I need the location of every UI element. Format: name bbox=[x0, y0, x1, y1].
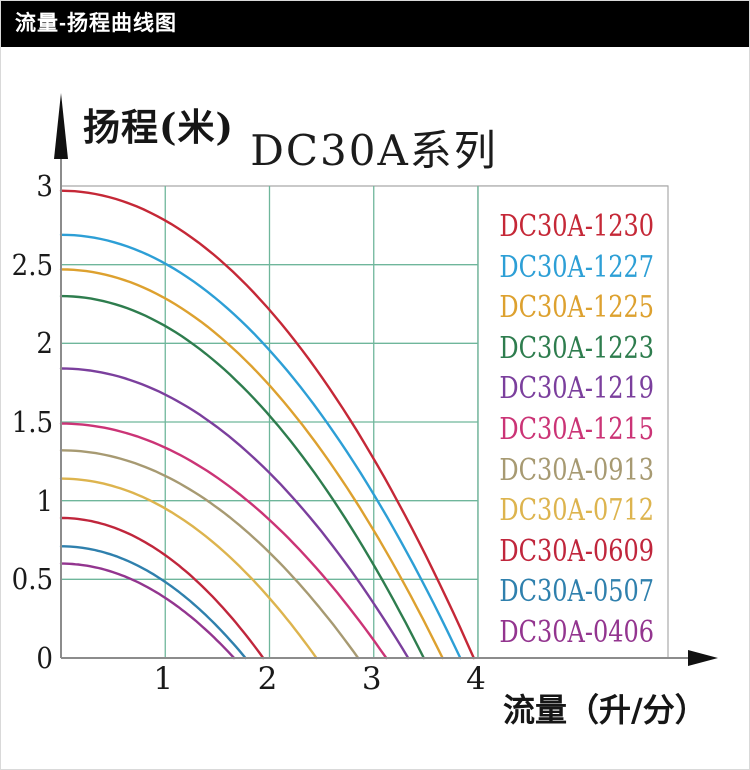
page-title: 流量-扬程曲线图 bbox=[15, 12, 177, 35]
x-axis-label: 流量（升/分） bbox=[503, 691, 707, 729]
curve-dc30a-1215 bbox=[59, 422, 388, 660]
curve-dc30a-0609 bbox=[59, 516, 265, 660]
x-tick-label: 3 bbox=[361, 661, 382, 697]
x-axis-arrow-icon bbox=[688, 650, 718, 666]
legend-item-dc30a-1230: DC30A-1230 bbox=[499, 209, 655, 244]
legend-item-dc30a-1215: DC30A-1215 bbox=[499, 412, 655, 447]
legend-item-dc30a-1223: DC30A-1223 bbox=[499, 330, 655, 366]
curve-dc30a-0712 bbox=[59, 477, 318, 660]
legend-item-dc30a-0609: DC30A-0609 bbox=[499, 533, 655, 569]
curve-dc30a-0507 bbox=[59, 545, 247, 660]
legend-item-dc30a-1227: DC30A-1227 bbox=[499, 249, 655, 285]
y-axis-arrow-icon bbox=[54, 93, 68, 159]
y-tick-label: 2 bbox=[36, 326, 53, 361]
y-tick-label: 1 bbox=[36, 483, 53, 518]
y-tick-label: 2.5 bbox=[11, 247, 54, 282]
curve-dc30a-0406 bbox=[59, 562, 236, 660]
y-tick-label: 3 bbox=[36, 169, 53, 203]
curve-dc30a-1227 bbox=[59, 233, 462, 660]
curve-dc30a-0913 bbox=[59, 449, 360, 660]
legend-item-dc30a-0507: DC30A-0507 bbox=[499, 574, 655, 610]
y-axis-label: 扬程(米) bbox=[83, 105, 235, 149]
legend-item-dc30a-0406: DC30A-0406 bbox=[499, 615, 655, 650]
curve-dc30a-1223 bbox=[59, 294, 425, 660]
curve-dc30a-1230 bbox=[59, 189, 475, 660]
y-tick-label: 0 bbox=[36, 641, 53, 675]
legend-item-dc30a-0913: DC30A-0913 bbox=[499, 452, 655, 488]
y-tick-label: 0.5 bbox=[11, 562, 54, 597]
curve-dc30a-1225 bbox=[59, 268, 444, 660]
legend-item-dc30a-0712: DC30A-0712 bbox=[499, 493, 655, 529]
x-tick-label: 4 bbox=[466, 661, 486, 697]
legend-item-dc30a-1225: DC30A-1225 bbox=[499, 290, 655, 326]
x-tick-label: 1 bbox=[153, 661, 174, 697]
curve-dc30a-1219 bbox=[59, 367, 410, 660]
legend-item-dc30a-1219: DC30A-1219 bbox=[499, 371, 655, 407]
y-tick-label: 1.5 bbox=[11, 405, 54, 439]
chart-title: DC30A系列 bbox=[250, 126, 498, 175]
title-bar: 流量-扬程曲线图 bbox=[1, 1, 749, 47]
x-tick-label: 2 bbox=[257, 661, 278, 697]
